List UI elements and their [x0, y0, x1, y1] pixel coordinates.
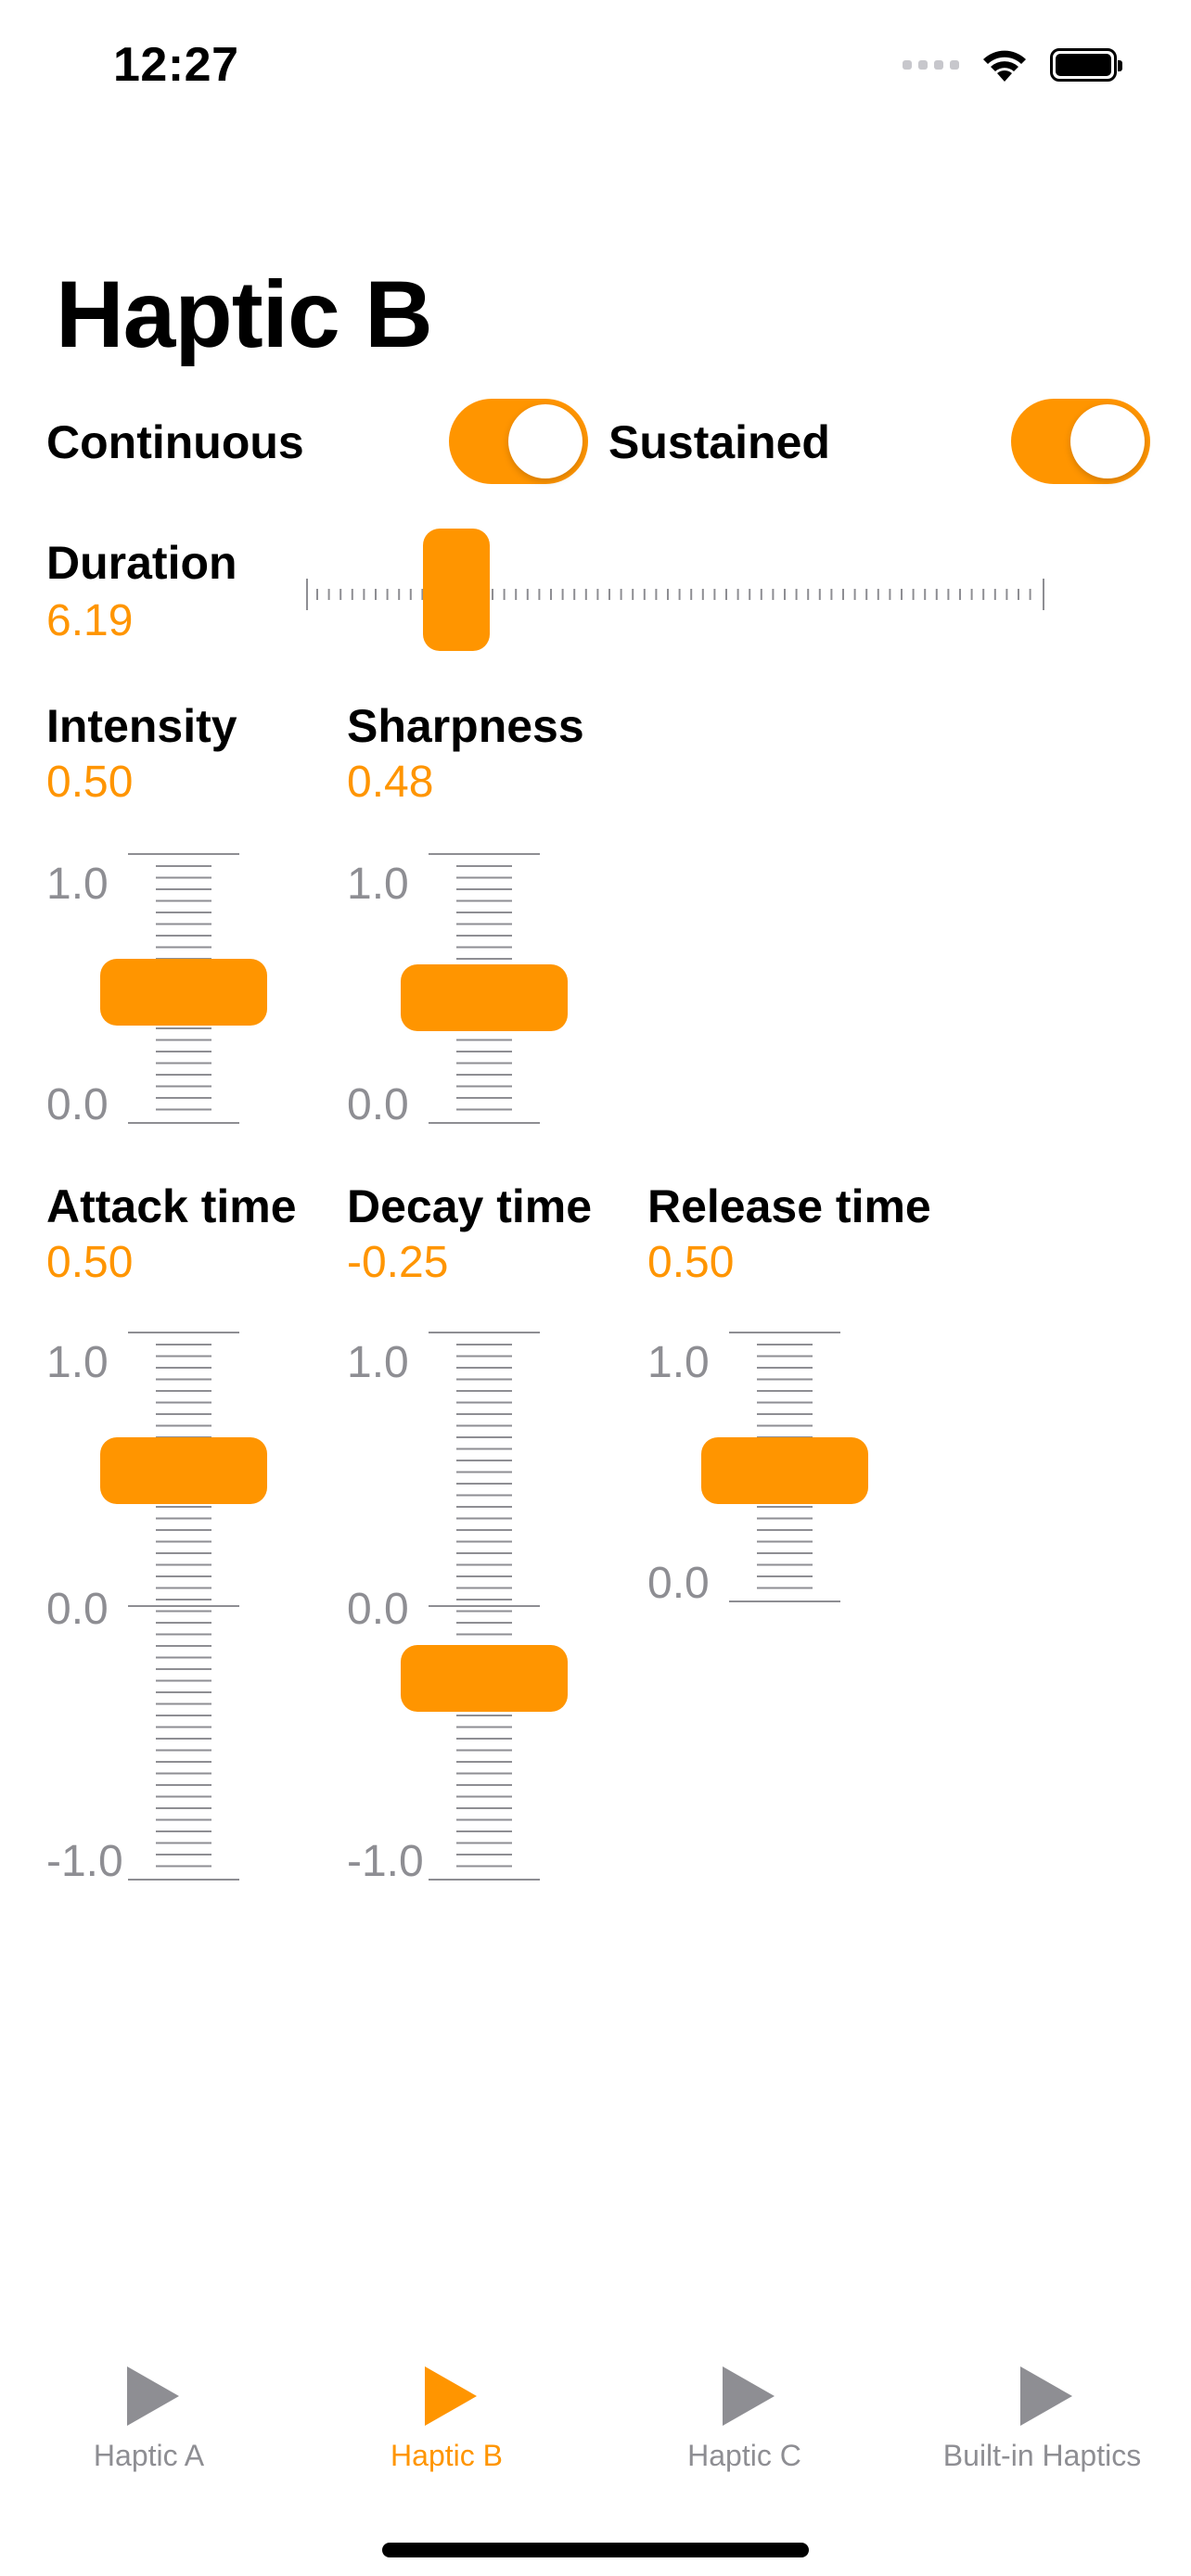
continuous-toggle[interactable] — [449, 399, 588, 484]
duration-value: 6.19 — [46, 596, 134, 645]
decay-slider-thumb[interactable] — [401, 1645, 568, 1712]
tab-haptic-b[interactable]: Haptic B — [298, 2337, 596, 2485]
intensity-label: Intensity — [46, 700, 237, 752]
status-time: 12:27 — [113, 38, 239, 92]
status-icons — [903, 46, 1122, 83]
tab-haptic-a[interactable]: Haptic A — [0, 2337, 298, 2485]
sharpness-value: 0.48 — [347, 758, 434, 807]
decay-axis-min: -1.0 — [347, 1837, 424, 1886]
release-time-slider[interactable] — [701, 1332, 868, 1602]
status-bar: 12:27 — [0, 0, 1191, 130]
attack-slider-thumb[interactable] — [100, 1437, 267, 1504]
sharpness-slider-thumb[interactable] — [401, 964, 568, 1031]
toggle-knob — [1070, 404, 1145, 478]
tab-haptic-c[interactable]: Haptic C — [596, 2337, 893, 2485]
tab-bar: Haptic A Haptic B Haptic C Built-in Hapt… — [0, 2337, 1191, 2522]
decay-time-value: -0.25 — [347, 1238, 449, 1287]
decay-slider-ticks — [429, 1332, 540, 1881]
tab-built-in-haptics[interactable]: Built-in Haptics — [893, 2337, 1191, 2485]
attack-time-slider[interactable] — [100, 1332, 267, 1881]
tab-label: Haptic C — [687, 2439, 801, 2472]
tab-label: Built-in Haptics — [942, 2439, 1142, 2472]
attack-slider-ticks — [128, 1332, 239, 1881]
attack-axis-max: 1.0 — [46, 1338, 109, 1387]
play-icon — [722, 2366, 775, 2426]
attack-axis-mid: 0.0 — [46, 1585, 109, 1634]
sustained-toggle[interactable] — [1011, 399, 1150, 484]
sharpness-axis-min: 0.0 — [347, 1080, 409, 1129]
release-axis-min: 0.0 — [647, 1559, 710, 1608]
duration-slider-thumb[interactable] — [423, 529, 490, 651]
decay-axis-max: 1.0 — [347, 1338, 409, 1387]
intensity-value: 0.50 — [46, 758, 134, 807]
home-indicator — [382, 2543, 809, 2557]
sharpness-axis-max: 1.0 — [347, 860, 409, 909]
release-time-label: Release time — [647, 1180, 931, 1232]
duration-slider[interactable] — [306, 529, 1044, 651]
sustained-label: Sustained — [608, 416, 830, 468]
cellular-signal-icon — [903, 60, 959, 70]
tab-label: Haptic B — [391, 2439, 503, 2472]
release-time-value: 0.50 — [647, 1238, 735, 1287]
release-axis-max: 1.0 — [647, 1338, 710, 1387]
intensity-slider-thumb[interactable] — [100, 959, 267, 1026]
intensity-axis-min: 0.0 — [46, 1080, 109, 1129]
sharpness-slider[interactable] — [401, 853, 568, 1124]
decay-axis-mid: 0.0 — [347, 1585, 409, 1634]
play-icon — [1019, 2366, 1072, 2426]
page-title: Haptic B — [56, 261, 433, 367]
attack-time-label: Attack time — [46, 1180, 297, 1232]
play-icon — [126, 2366, 179, 2426]
intensity-slider[interactable] — [100, 853, 267, 1124]
continuous-label: Continuous — [46, 416, 304, 468]
attack-axis-min: -1.0 — [46, 1837, 123, 1886]
release-slider-thumb[interactable] — [701, 1437, 868, 1504]
attack-time-value: 0.50 — [46, 1238, 134, 1287]
wifi-icon — [983, 50, 1026, 82]
duration-label: Duration — [46, 537, 237, 589]
decay-time-slider[interactable] — [401, 1332, 568, 1881]
sharpness-label: Sharpness — [347, 700, 584, 752]
play-icon — [424, 2366, 477, 2426]
intensity-axis-max: 1.0 — [46, 860, 109, 909]
duration-slider-ticks — [306, 579, 1044, 610]
toggle-knob — [508, 404, 583, 478]
tab-label: Haptic A — [93, 2439, 205, 2472]
battery-icon — [1050, 48, 1122, 82]
decay-time-label: Decay time — [347, 1180, 593, 1232]
